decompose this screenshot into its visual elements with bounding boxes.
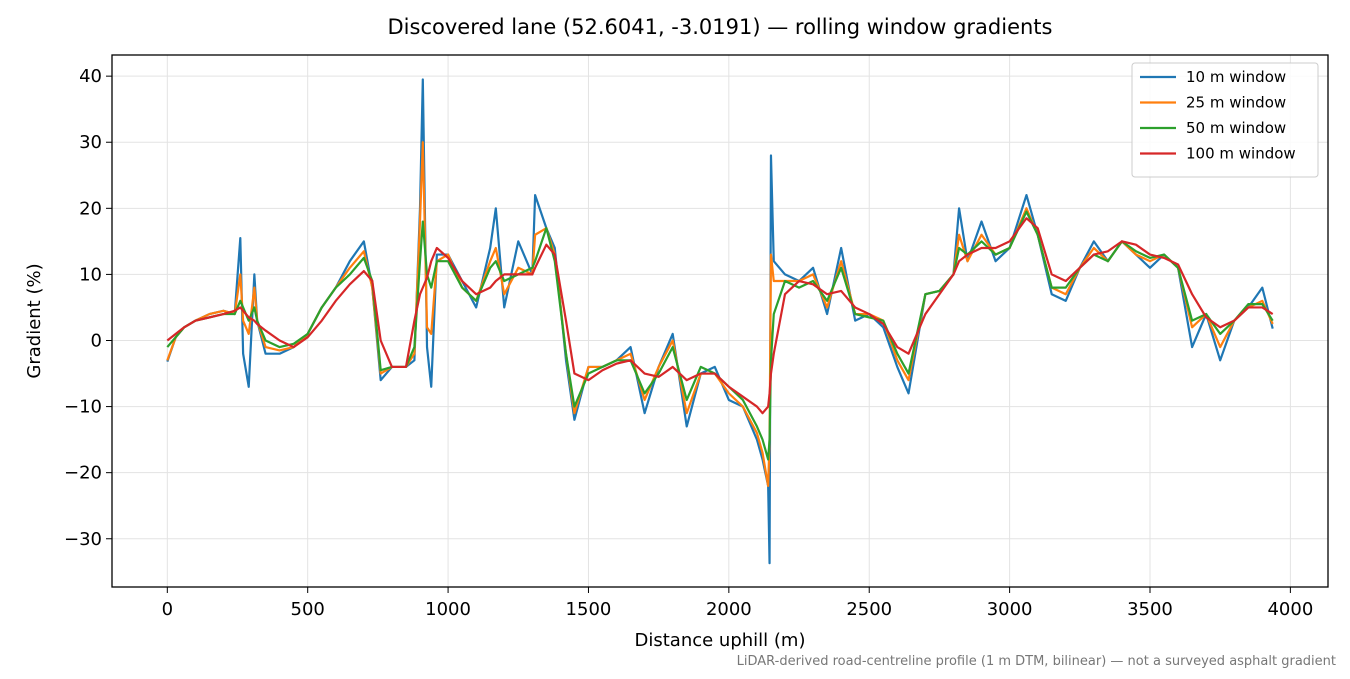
y-tick-label: 20 [79,198,102,219]
chart-title: Discovered lane (52.6041, -3.0191) — rol… [388,15,1053,39]
legend-frame [1131,62,1319,178]
legend: 10 m window 25 m window 50 m window 100 m w… [1131,62,1319,178]
legend-label: 50 m window [1186,119,1286,137]
y-tick-label: 30 [79,132,102,153]
plot-frame [111,54,1329,588]
x-tick-label: 500 [291,599,325,620]
x-tick-label: 3500 [1127,599,1173,620]
x-tick-label: 2000 [706,599,752,620]
y-tick-label: 0 [91,330,102,351]
legend-label: 10 m window [1186,68,1286,86]
x-tick-label: 1000 [425,599,471,620]
y-tick-label: −10 [64,397,102,418]
x-axis-label: Distance uphill (m) [635,630,806,651]
x-tick-label: 3000 [987,599,1033,620]
footnote: LiDAR-derived road-centreline profile (1… [737,654,1336,669]
y-axis-label: Gradient (%) [24,263,45,378]
series-line [166,217,1274,415]
x-tick-label: 1500 [566,599,612,620]
y-tick-label: −30 [64,529,102,550]
series-line [166,210,1274,461]
y-tick-label: −20 [64,463,102,484]
x-tick-label: 2500 [846,599,892,620]
y-tick-label: 40 [79,66,102,87]
x-tick-label: 0 [162,599,173,620]
x-tick-label: 4000 [1267,599,1313,620]
legend-label: 25 m window [1186,94,1286,112]
y-tick-label: 10 [79,264,102,285]
legend-label: 100 m window [1186,145,1296,163]
